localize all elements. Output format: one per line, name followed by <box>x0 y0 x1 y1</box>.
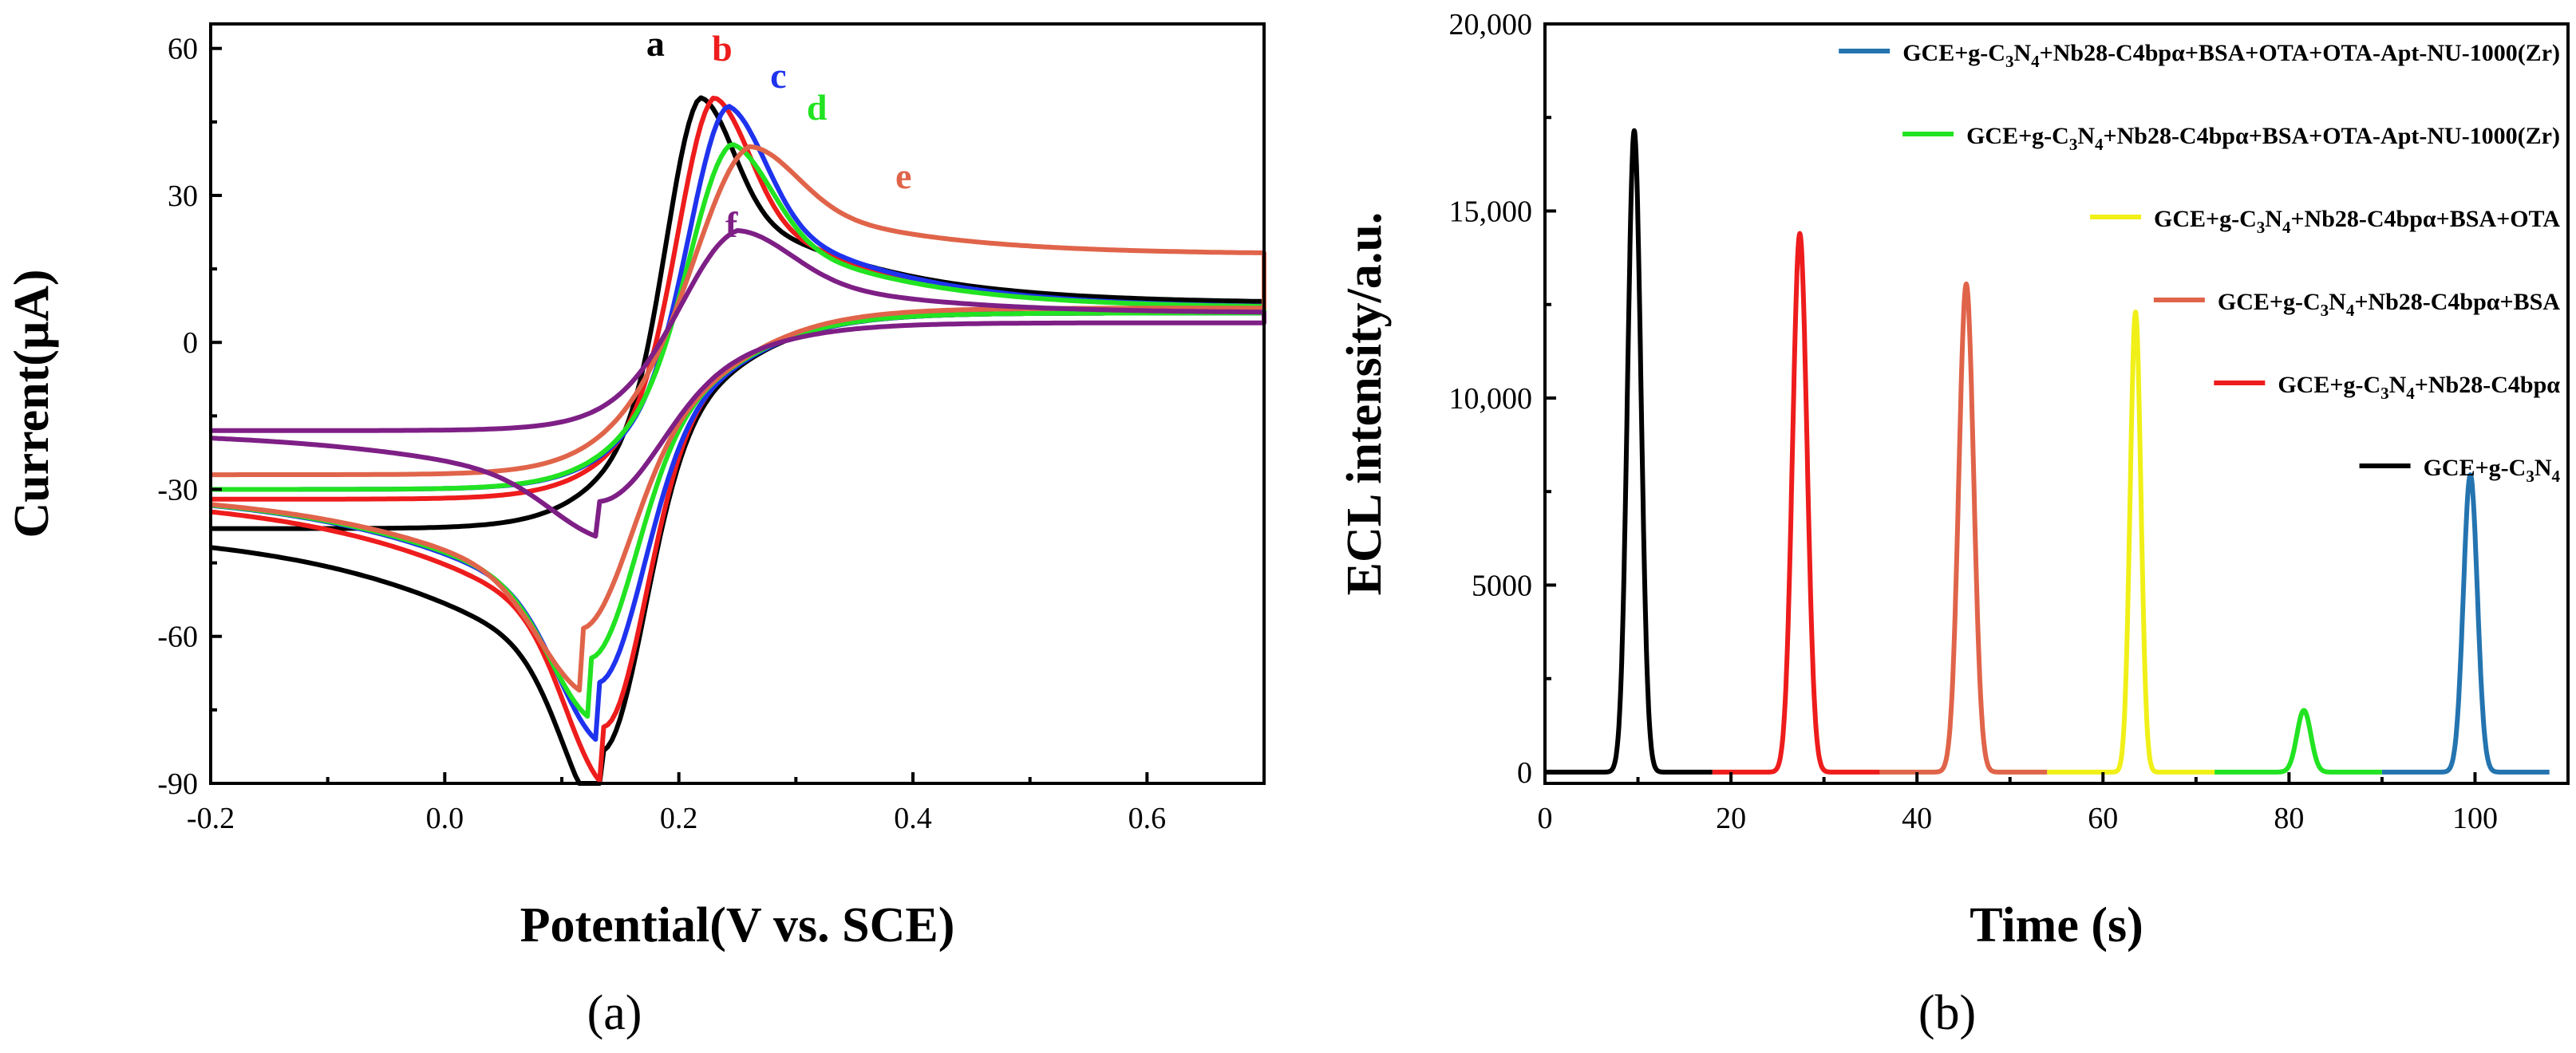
legend-text-part: 3 <box>2257 218 2266 237</box>
legend-text-part: +Nb28-C4bpα <box>2415 372 2560 398</box>
curve-label-c: c <box>770 55 786 96</box>
y-tick-label: 0 <box>1517 756 1532 790</box>
panel-label-a: (a) <box>587 986 642 1040</box>
legend-entry-label: GCE+g-C3N4+Nb28-C4bpα+BSA+OTA-Apt-NU-100… <box>1966 123 2560 154</box>
cv-curve-labels: a bcd e f <box>646 23 912 245</box>
x-tick-label: 100 <box>2452 802 2498 835</box>
panel-b-axes-frame <box>1543 22 2570 785</box>
x-tick-label: 40 <box>1902 802 1932 835</box>
ecl-curve-1 <box>2212 708 2384 775</box>
y-tick-label: 30 <box>168 179 198 213</box>
x-tick-label: 0.0 <box>426 802 464 835</box>
legend-text-part: 3 <box>2526 467 2535 486</box>
legend-text-part: N <box>2265 206 2282 232</box>
x-axis-label: Time (s) <box>1970 898 2143 952</box>
legend-text-part: N <box>2329 289 2346 315</box>
legend-text-part: N <box>2013 40 2031 66</box>
panel-a-ticks: -0.2 0.0 0.2 0.4 0.6 -90 -60 -30 0 30 60 <box>157 33 1166 835</box>
legend-text-part: N <box>2077 123 2095 149</box>
x-tick-label: 60 <box>2088 802 2118 835</box>
curve-label-e: e <box>895 156 911 196</box>
y-tick-label: -30 <box>157 473 198 507</box>
legend-text-part: GCE+g-C <box>1966 123 2069 149</box>
panel-a-cyclic-voltammetry: -0.2 0.0 0.2 0.4 0.6 -90 -60 -30 0 30 60 a bcd e f Pote… <box>5 22 1266 1040</box>
legend-entry-label: GCE+g-C3N4+Nb28-C4bpα+BSA+OTA+OTA-Apt-NU… <box>1902 40 2560 71</box>
x-tick-label: 0.2 <box>660 802 698 835</box>
y-axis-label: ECL intensity/a.u. <box>1337 212 1392 596</box>
legend-text-part: GCE+g-C <box>2218 289 2321 315</box>
legend-text-part: +Nb28-C4bpα+BSA+OTA <box>2290 206 2560 232</box>
legend-entry-label: GCE+g-C3N4+Nb28-C4bpα+BSA+OTA <box>2154 206 2560 237</box>
legend-text-part: 3 <box>2321 301 2329 320</box>
legend: GCE+g-C3N4+Nb28-C4bpα+BSA+OTA+OTA-Apt-NU… <box>1839 40 2561 486</box>
legend-text-part: GCE+g-C <box>1902 40 2005 66</box>
legend-text-part: N <box>2535 455 2552 481</box>
y-tick-label: 20,000 <box>1449 8 1533 41</box>
y-tick-label: 10,000 <box>1449 382 1533 416</box>
legend-text-part: 4 <box>2346 301 2355 320</box>
x-axis-label: Potential(V vs. SCE) <box>520 898 955 952</box>
ecl-curve-0 <box>2380 472 2552 775</box>
legend-entry-label: GCE+g-C3N4+Nb28-C4bpα+BSA <box>2218 289 2560 320</box>
legend-entry-label: GCE+g-C3N4 <box>2424 455 2561 486</box>
ecl-curve-3 <box>1878 281 2049 775</box>
legend-text-part: 3 <box>2069 135 2078 154</box>
x-tick-label: 20 <box>1716 802 1746 835</box>
y-tick-label: -90 <box>157 767 198 801</box>
x-tick-label: 0.4 <box>894 802 932 835</box>
x-tick-label: 0.6 <box>1128 802 1167 835</box>
x-tick-label: 80 <box>2274 802 2304 835</box>
legend-text-part: GCE+g-C <box>2278 372 2380 398</box>
legend-text-part: 3 <box>2380 384 2389 403</box>
curve-label-f: f <box>725 204 738 245</box>
legend-text-part: 4 <box>2406 384 2415 403</box>
y-tick-label: 5000 <box>1472 569 1532 602</box>
x-tick-label: 0 <box>1538 802 1553 835</box>
legend-text-part: 4 <box>2095 135 2104 154</box>
ecl-curves <box>1543 128 2552 775</box>
ecl-curve-2 <box>2045 310 2217 775</box>
legend-text-part: GCE+g-C <box>2154 206 2257 232</box>
y-tick-label: -60 <box>157 621 198 654</box>
legend-text-part: 4 <box>2282 218 2291 237</box>
legend-text-part: 4 <box>2552 467 2561 486</box>
y-tick-label: 60 <box>168 33 198 66</box>
legend-entry-label: GCE+g-C3N4+Nb28-C4bpα <box>2278 372 2560 403</box>
legend-text-part: +Nb28-C4bpα+BSA <box>2354 289 2560 315</box>
panel-b-ticks: 0 20 40 60 80 100 0 5000 10,000 15,000 20,000 <box>1449 8 2498 835</box>
y-tick-label: 15,000 <box>1449 195 1533 228</box>
legend-text-part: 3 <box>2005 52 2014 71</box>
y-axis-label: Current(μA) <box>5 269 59 538</box>
curve-label-d: d <box>807 87 828 128</box>
legend-text-part: N <box>2389 372 2407 398</box>
legend-text-part: 4 <box>2031 52 2040 71</box>
y-tick-label: 0 <box>183 326 198 360</box>
legend-text-part: +Nb28-C4bpα+BSA+OTA-Apt-NU-1000(Zr) <box>2104 123 2561 149</box>
curve-label-b: b <box>712 28 733 69</box>
x-tick-label: -0.2 <box>187 802 235 835</box>
ecl-curve-5 <box>1543 128 1715 775</box>
legend-text-part: +Nb28-C4bpα+BSA+OTA+OTA-Apt-NU-1000(Zr) <box>2040 40 2560 66</box>
panel-b-ecl-intensity: 0 20 40 60 80 100 0 5000 10,000 15,000 20,000 GCE+g… <box>1337 8 2570 1040</box>
panel-label-b: (b) <box>1918 986 1976 1040</box>
legend-text-part: GCE+g-C <box>2424 455 2527 481</box>
ecl-curve-4 <box>1710 231 1882 775</box>
curve-label-a: a <box>646 23 665 64</box>
panel-a-axes-frame <box>209 22 1266 785</box>
